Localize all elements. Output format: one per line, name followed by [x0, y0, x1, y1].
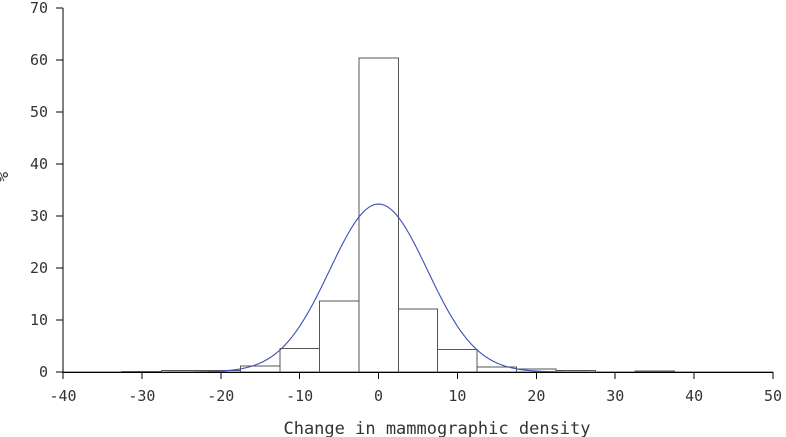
- x-tick-label: -10: [286, 387, 313, 405]
- y-tick-label: 0: [39, 363, 48, 381]
- histogram-bar: [437, 349, 478, 373]
- x-tick-label: -40: [49, 387, 76, 405]
- x-tick-label: 20: [527, 387, 545, 405]
- x-tick-label: -30: [128, 387, 155, 405]
- y-axis-ticks: 0 10 20 30 40 50 60 70: [30, 0, 63, 381]
- histogram-bar: [358, 57, 399, 373]
- histogram-bar: [240, 365, 281, 373]
- histogram-bars: [121, 57, 675, 373]
- y-tick-label: 50: [30, 103, 48, 121]
- x-axis-ticks: -40 -30 -20 -10 0 10 20 30 40 50: [49, 372, 782, 405]
- y-tick-label: 30: [30, 207, 48, 225]
- y-tick-label: 70: [30, 0, 48, 17]
- x-tick-label: 0: [374, 387, 383, 405]
- histogram-bar: [279, 348, 320, 373]
- x-tick-label: 50: [764, 387, 782, 405]
- histogram-bar: [397, 308, 439, 373]
- x-axis-title: Change in mammographic density: [283, 419, 590, 437]
- y-tick-label: 10: [30, 311, 48, 329]
- x-tick-label: 10: [448, 387, 466, 405]
- y-tick-label: 20: [30, 259, 48, 277]
- y-tick-label: 40: [30, 155, 48, 173]
- x-tick-label: 30: [606, 387, 624, 405]
- histogram-bar: [318, 300, 360, 373]
- x-tick-label: 40: [685, 387, 703, 405]
- y-axis-title: %: [0, 172, 13, 182]
- x-tick-label: -20: [207, 387, 234, 405]
- y-tick-label: 60: [30, 51, 48, 69]
